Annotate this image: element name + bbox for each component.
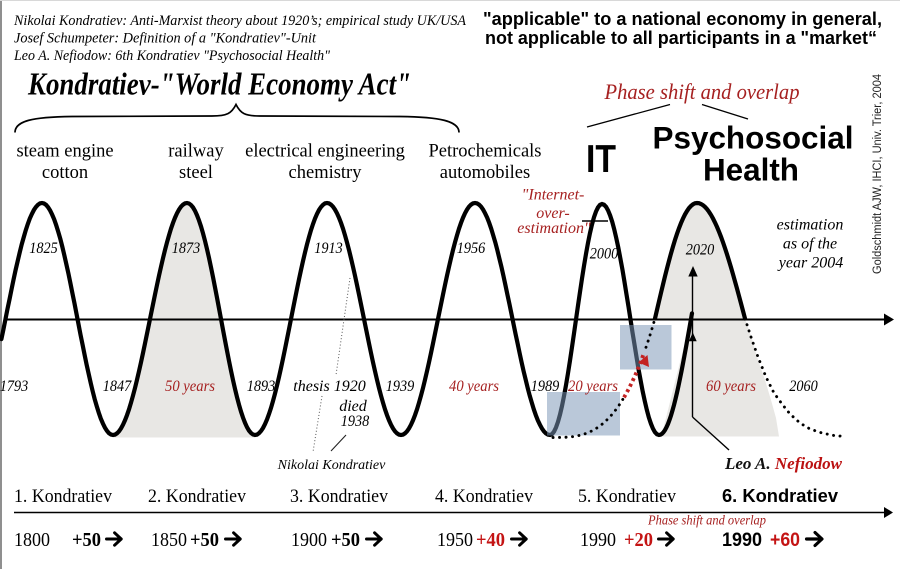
svg-text:Leo A. Nefiodow: Leo A. Nefiodow	[724, 454, 843, 473]
svg-text:over-: over-	[536, 205, 569, 222]
svg-text:Leo A. Nefiodow: 6th Kondratie: Leo A. Nefiodow: 6th Kondratiev "Psychos…	[13, 48, 331, 64]
svg-text:steam engine: steam engine	[16, 142, 113, 162]
svg-text:1990: 1990	[580, 529, 616, 551]
svg-text:+40: +40	[476, 529, 505, 551]
svg-text:not applicable to all particip: not applicable to all participants in a …	[485, 27, 877, 48]
svg-text:50 years: 50 years	[165, 378, 215, 395]
svg-text:1. Kondratiev: 1. Kondratiev	[14, 487, 113, 507]
svg-text:estimation": estimation"	[517, 220, 591, 237]
svg-text:estimation: estimation	[777, 217, 844, 234]
svg-text:1938: 1938	[341, 413, 370, 430]
svg-text:6. Kondratiev: 6. Kondratiev	[722, 486, 838, 506]
svg-text:Health: Health	[703, 152, 799, 188]
svg-text:+50: +50	[331, 529, 360, 551]
svg-text:5. Kondratiev: 5. Kondratiev	[578, 487, 677, 507]
svg-text:1956: 1956	[457, 240, 486, 257]
svg-text:as of the: as of the	[783, 236, 837, 253]
svg-text:railway: railway	[168, 142, 224, 162]
svg-text:1913: 1913	[314, 240, 343, 257]
svg-text:1989: 1989	[531, 378, 560, 395]
svg-text:Phase shift and overlap: Phase shift and overlap	[604, 79, 800, 104]
svg-text:Kondratiev-"World Economy Act": Kondratiev-"World Economy Act"	[27, 67, 411, 102]
svg-text:1850: 1850	[151, 529, 187, 551]
svg-text:Nikolai Kondratiev: Anti-Marxi: Nikolai Kondratiev: Anti-Marxist theory …	[13, 13, 466, 29]
svg-text:1990: 1990	[722, 530, 762, 551]
svg-text:2020: 2020	[686, 242, 715, 259]
svg-text:+60: +60	[770, 530, 800, 551]
svg-text:automobiles: automobiles	[440, 163, 530, 183]
svg-text:"Internet-: "Internet-	[522, 187, 585, 204]
svg-text:1793: 1793	[0, 378, 28, 395]
svg-text:4. Kondratiev: 4. Kondratiev	[435, 487, 534, 507]
svg-text:1893: 1893	[247, 378, 276, 395]
svg-text:died: died	[339, 398, 368, 415]
svg-text:+50: +50	[190, 529, 219, 551]
svg-text:1825: 1825	[29, 240, 58, 257]
svg-text:year 2004: year 2004	[777, 255, 843, 272]
svg-text:Psychosocial: Psychosocial	[653, 120, 854, 156]
svg-text:1900: 1900	[291, 529, 327, 551]
svg-text:Phase shift and overlap: Phase shift and overlap	[647, 513, 766, 528]
svg-text:chemistry: chemistry	[289, 163, 363, 183]
svg-text:60 years: 60 years	[706, 378, 756, 395]
svg-text:cotton: cotton	[42, 163, 88, 183]
svg-text:steel: steel	[179, 163, 213, 183]
svg-text:electrical engineering: electrical engineering	[245, 142, 405, 162]
svg-text:Petrochemicals: Petrochemicals	[428, 142, 541, 162]
svg-text:40 years: 40 years	[449, 378, 499, 395]
svg-text:Nikolai Kondratiev: Nikolai Kondratiev	[277, 458, 387, 473]
svg-text:thesis 1920: thesis 1920	[293, 378, 365, 395]
svg-text:1950: 1950	[437, 529, 473, 551]
svg-text:1939: 1939	[386, 378, 415, 395]
svg-text:3. Kondratiev: 3. Kondratiev	[290, 487, 389, 507]
svg-text:1847: 1847	[103, 378, 132, 395]
svg-text:+20: +20	[624, 529, 653, 551]
svg-text:2. Kondratiev: 2. Kondratiev	[148, 487, 247, 507]
svg-text:"applicable" to a national eco: "applicable" to a national economy in ge…	[483, 8, 882, 29]
svg-text:Goldschmidt AJW, IHCI, Univ. T: Goldschmidt AJW, IHCI, Univ. Trier, 2004	[872, 73, 884, 274]
svg-text:1873: 1873	[172, 240, 201, 257]
svg-text:20 years: 20 years	[568, 378, 618, 395]
svg-text:2060: 2060	[789, 378, 818, 395]
svg-text:1800: 1800	[14, 529, 50, 551]
svg-text:Josef Schumpeter: Definition o: Josef Schumpeter: Definition of a "Kondr…	[14, 31, 317, 47]
svg-text:IT: IT	[586, 138, 616, 181]
svg-text:2000: 2000	[590, 246, 619, 263]
svg-text:+50: +50	[72, 529, 101, 551]
